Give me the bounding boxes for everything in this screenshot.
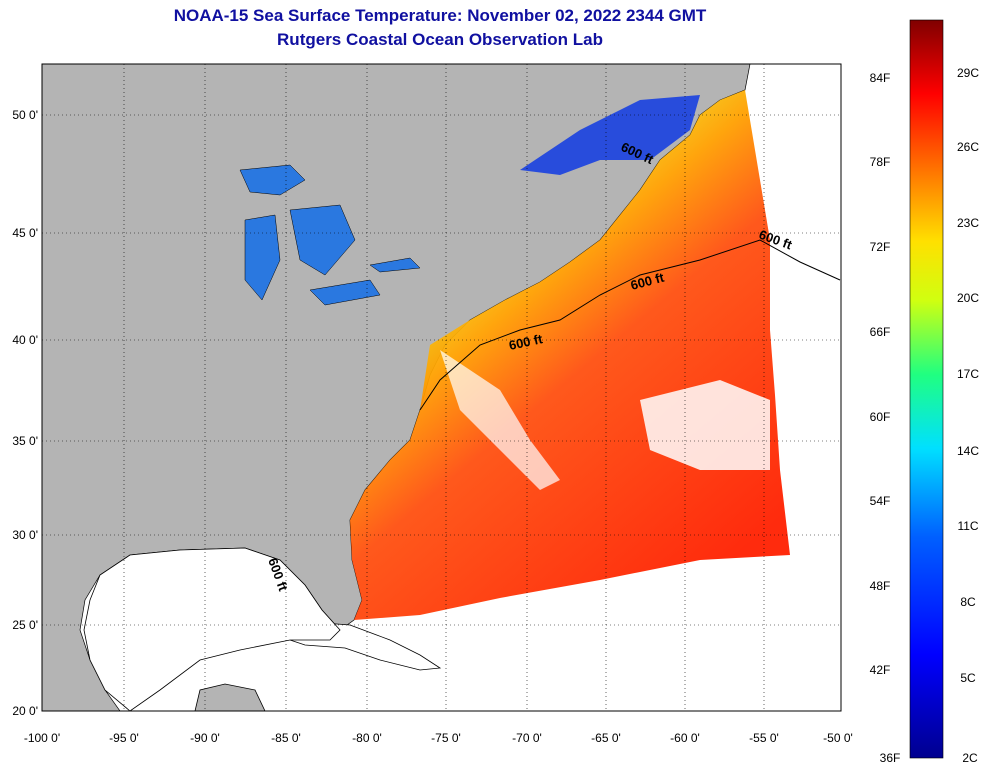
colorbar [909, 19, 944, 759]
colorbar-celsius-labels: 29C 26C 23C 20C 17C 14C 11C 8C 5C 2C [957, 66, 979, 765]
x-tick-label: -55 0' [749, 731, 779, 745]
y-tick-label: 35 0' [12, 434, 38, 448]
land-yucatan [194, 683, 266, 711]
y-tick-label: 30 0' [12, 528, 38, 542]
x-tick-label: -50 0' [823, 731, 853, 745]
y-tick-label: 40 0' [12, 333, 38, 347]
y-tick-label: 25 0' [12, 618, 38, 632]
contour-600ft [419, 239, 841, 411]
colorbar-f-label: 72F [870, 240, 891, 254]
colorbar-f-label: 48F [870, 579, 891, 593]
x-tick-label: -80 0' [352, 731, 382, 745]
gulf-of-mexico [83, 547, 341, 711]
colorbar-c-label: 20C [957, 291, 979, 305]
colorbar-f-label: 78F [870, 155, 891, 169]
colorbar-c-label: 14C [957, 444, 979, 458]
x-tick-label: -95 0' [109, 731, 139, 745]
x-axis: -100 0' -95 0' -90 0' -85 0' -80 0' -75 … [24, 731, 853, 745]
y-axis: 50 0' 45 0' 40 0' 35 0' 30 0' 25 0' 20 0… [12, 108, 38, 718]
great-lakes [239, 164, 421, 306]
colorbar-c-label: 23C [957, 216, 979, 230]
colorbar-c-label: 29C [957, 66, 979, 80]
colorbar-c-label: 17C [957, 367, 979, 381]
colorbar-f-label: 42F [870, 663, 891, 677]
x-tick-label: -75 0' [431, 731, 461, 745]
colorbar-f-label: 60F [870, 410, 891, 424]
colorbar-f-label: 36F [880, 751, 901, 765]
colorbar-f-label: 84F [870, 71, 891, 85]
x-tick-label: -90 0' [190, 731, 220, 745]
sst-swath [350, 90, 790, 620]
y-tick-label: 45 0' [12, 226, 38, 240]
map-title: NOAA-15 Sea Surface Temperature: Novembe… [173, 6, 707, 25]
y-tick-label: 20 0' [12, 704, 38, 718]
x-tick-label: -65 0' [591, 731, 621, 745]
colorbar-c-label: 8C [960, 595, 976, 609]
colorbar-fahrenheit-labels: 84F 78F 72F 66F 60F 54F 48F 42F 36F [870, 71, 901, 765]
colorbar-f-label: 54F [870, 494, 891, 508]
x-tick-label: -60 0' [670, 731, 700, 745]
colorbar-f-label: 66F [870, 325, 891, 339]
cloud-patch [640, 380, 770, 470]
colorbar-c-label: 5C [960, 671, 976, 685]
x-tick-label: -100 0' [24, 731, 60, 745]
plot-frame [41, 63, 842, 712]
y-tick-label: 50 0' [12, 108, 38, 122]
colorbar-c-label: 2C [962, 751, 978, 765]
x-tick-label: -85 0' [271, 731, 301, 745]
map-subtitle: Rutgers Coastal Ocean Observation Lab [277, 30, 603, 49]
x-tick-label: -70 0' [512, 731, 542, 745]
colorbar-c-label: 26C [957, 140, 979, 154]
colorbar-c-label: 11C [957, 519, 978, 533]
cloud-patch-2 [440, 350, 560, 490]
contour-label: 600 ft [508, 331, 545, 353]
